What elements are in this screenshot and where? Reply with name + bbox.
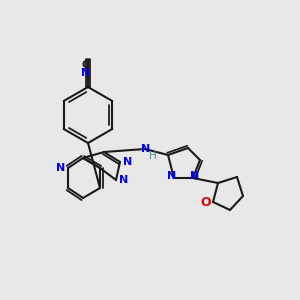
Text: O: O bbox=[201, 196, 211, 208]
Text: H: H bbox=[149, 151, 157, 161]
Text: N: N bbox=[56, 163, 66, 173]
Text: N: N bbox=[190, 171, 200, 181]
Text: C: C bbox=[82, 60, 90, 70]
Text: N: N bbox=[81, 68, 91, 78]
Text: N: N bbox=[167, 171, 177, 181]
Text: N: N bbox=[123, 157, 133, 167]
Text: N: N bbox=[141, 144, 151, 154]
Text: N: N bbox=[119, 175, 129, 185]
